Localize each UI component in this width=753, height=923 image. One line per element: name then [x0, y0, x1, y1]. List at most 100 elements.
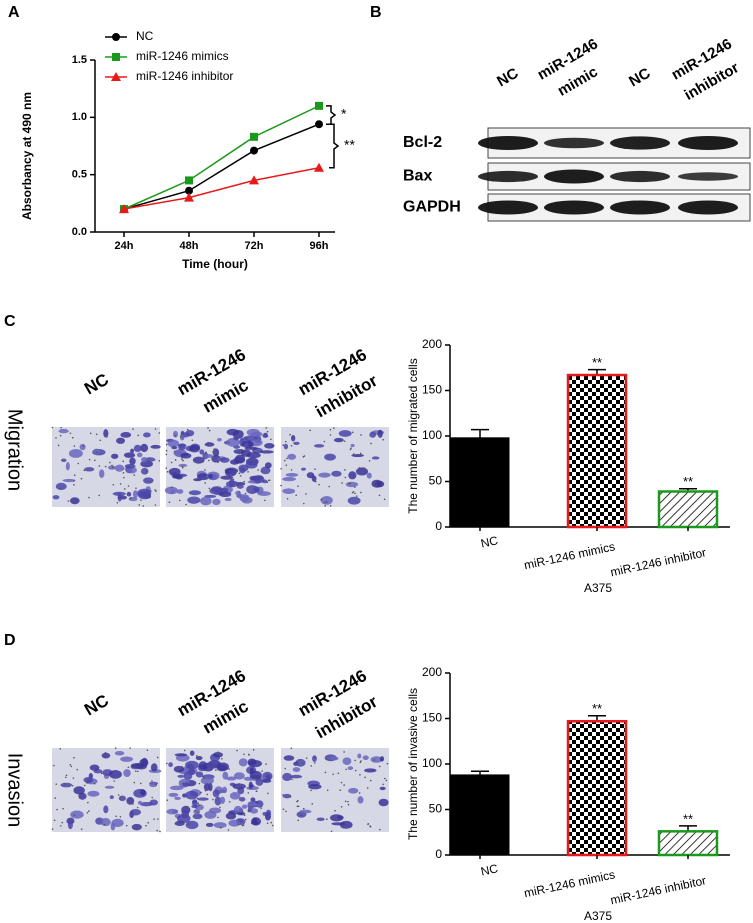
- cell: [62, 478, 76, 483]
- y-tick-label: 1.0: [72, 111, 87, 123]
- cell: [118, 795, 126, 802]
- pore: [379, 828, 381, 831]
- pore: [358, 792, 361, 794]
- y-tick-label: 50: [429, 802, 443, 816]
- cell: [324, 453, 336, 461]
- pore: [291, 778, 293, 781]
- cell: [228, 819, 241, 827]
- legend-label: miR-1246 inhibitor: [136, 69, 233, 83]
- pore: [181, 765, 183, 768]
- pore: [349, 448, 352, 451]
- cell: [173, 450, 184, 456]
- pore: [378, 494, 381, 497]
- row-label: Migration: [4, 409, 26, 491]
- pore: [238, 491, 241, 493]
- cell: [379, 786, 386, 791]
- cell: [248, 781, 253, 790]
- cell: [192, 456, 205, 464]
- pore: [354, 492, 356, 495]
- cell: [133, 444, 142, 453]
- bar: [657, 830, 719, 857]
- cell: [204, 442, 215, 447]
- pore: [76, 768, 79, 771]
- cell: [364, 768, 377, 773]
- pore: [344, 800, 347, 803]
- pore: [334, 809, 336, 812]
- pore: [136, 806, 139, 809]
- point: [250, 132, 258, 141]
- pore: [60, 825, 62, 827]
- pore: [220, 476, 223, 479]
- cell: [292, 767, 301, 772]
- cell: [139, 801, 153, 807]
- pore: [232, 478, 235, 481]
- significance: **: [683, 811, 693, 826]
- pore: [157, 818, 159, 820]
- pore: [217, 816, 219, 819]
- pore: [69, 432, 72, 435]
- cell: [331, 822, 346, 826]
- cell: [287, 453, 297, 460]
- pore: [123, 488, 126, 490]
- pore: [329, 434, 332, 436]
- cell: [220, 475, 234, 480]
- pore: [237, 823, 240, 826]
- cell: [224, 497, 232, 502]
- pore: [248, 807, 250, 809]
- cell: [282, 476, 296, 482]
- pore: [150, 490, 152, 492]
- pore: [138, 762, 141, 765]
- pore: [266, 481, 269, 484]
- lane-label: NC: [626, 65, 653, 91]
- cell: [141, 456, 148, 463]
- bracket: [329, 123, 340, 169]
- pore: [268, 479, 271, 482]
- band: [544, 137, 604, 149]
- cell: [264, 443, 275, 449]
- pore: [171, 486, 173, 489]
- band: [610, 170, 670, 183]
- group-label: NC: [81, 370, 112, 399]
- pore: [310, 789, 312, 792]
- cell: [178, 463, 188, 467]
- cell: [347, 496, 361, 505]
- cell: [120, 756, 134, 762]
- pore: [59, 748, 62, 750]
- y-tick-label: 0.5: [72, 169, 87, 181]
- pore: [195, 479, 197, 481]
- pore: [369, 825, 371, 827]
- cell: [229, 478, 235, 488]
- pore: [241, 824, 244, 827]
- protein-label: GAPDH: [403, 199, 461, 216]
- cell: [233, 436, 239, 441]
- pore: [208, 487, 211, 490]
- pore: [156, 756, 159, 759]
- cell: [301, 467, 307, 471]
- pore: [73, 474, 76, 477]
- pore: [330, 830, 333, 833]
- pore: [165, 449, 168, 452]
- cell: [229, 459, 240, 465]
- pore: [104, 751, 107, 754]
- band: [478, 136, 538, 150]
- cell: [257, 491, 271, 496]
- cell: [259, 450, 274, 454]
- pore: [252, 749, 255, 751]
- cell: [166, 808, 179, 815]
- pore: [382, 783, 384, 786]
- cell: [348, 787, 359, 794]
- pore: [224, 495, 226, 497]
- pore: [179, 435, 182, 438]
- pore: [166, 762, 168, 765]
- pore: [208, 429, 211, 432]
- pore: [51, 828, 54, 830]
- cell: [143, 432, 151, 438]
- cell: [216, 762, 229, 771]
- cell: [362, 755, 369, 761]
- pore: [280, 484, 282, 487]
- pore: [88, 458, 91, 461]
- pore: [217, 461, 219, 464]
- pore: [86, 811, 89, 814]
- pore: [378, 765, 381, 768]
- cell: [164, 486, 178, 495]
